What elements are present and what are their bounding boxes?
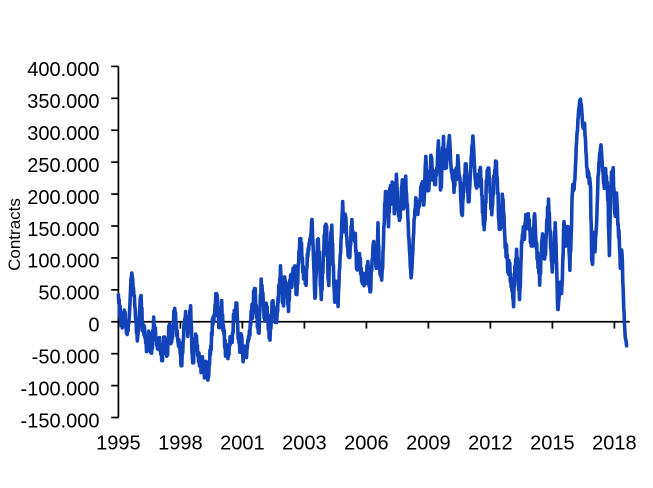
svg-text:2006: 2006 [344,433,389,455]
svg-text:-50.000: -50.000 [32,347,100,369]
svg-text:2009: 2009 [406,433,451,455]
svg-text:400.000: 400.000 [27,59,99,81]
svg-text:2001: 2001 [220,433,265,455]
svg-text:300.000: 300.000 [27,123,99,145]
svg-text:150.000: 150.000 [27,219,99,241]
svg-text:2018: 2018 [592,433,637,455]
svg-text:350.000: 350.000 [27,91,99,113]
svg-text:250.000: 250.000 [27,155,99,177]
svg-text:2015: 2015 [530,433,575,455]
svg-text:200.000: 200.000 [27,187,99,209]
svg-text:1995: 1995 [96,433,141,455]
svg-text:1998: 1998 [158,433,203,455]
svg-text:0: 0 [88,315,99,337]
svg-text:100.000: 100.000 [27,251,99,273]
svg-text:-150.000: -150.000 [21,410,100,432]
svg-text:2012: 2012 [468,433,513,455]
svg-text:2003: 2003 [282,433,327,455]
svg-text:-100.000: -100.000 [21,378,100,400]
svg-text:50.000: 50.000 [38,283,99,305]
svg-text:Contracts: Contracts [5,198,24,271]
